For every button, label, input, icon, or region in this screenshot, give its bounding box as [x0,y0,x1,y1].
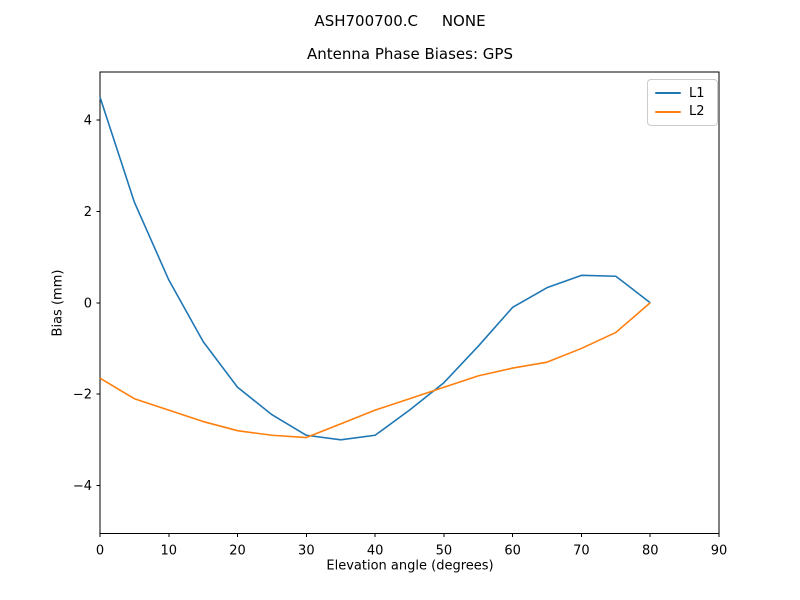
y-tick-label: −4 [73,479,92,494]
legend: L1 L2 [647,79,718,126]
y-axis-label: Bias (mm) [50,269,66,337]
legend-item-l2: L2 [655,103,710,121]
x-axis-label: Elevation angle (degrees) [326,558,494,574]
x-tick-label: 50 [436,544,453,559]
legend-item-l1: L1 [655,84,710,102]
y-tick-label: 2 [84,205,92,220]
axes-spines [99,71,720,534]
x-tick-label: 70 [573,544,590,559]
x-tick-label: 80 [642,544,659,559]
x-tick-label: 30 [298,544,315,559]
y-tick-label: −2 [73,388,92,403]
x-tick-label: 90 [711,544,728,559]
l1-series-line [99,96,651,441]
legend-label-l1: L1 [689,85,705,101]
figure-suptitle: ASH700700.C NONE [314,12,486,30]
x-tick-label: 0 [96,544,104,559]
x-tick-label: 10 [161,544,178,559]
x-tick-label: 60 [504,544,521,559]
y-tick-label: 4 [84,113,92,128]
legend-label-l2: L2 [689,104,705,120]
x-tick-label: 40 [367,544,384,559]
y-tick-label: 0 [84,296,92,311]
l1-line-sample [655,92,681,95]
chart-title: Antenna Phase Biases: GPS [307,45,513,63]
l2-line-sample [655,110,681,113]
x-tick-label: 20 [229,544,246,559]
l2-series-line [99,302,651,439]
